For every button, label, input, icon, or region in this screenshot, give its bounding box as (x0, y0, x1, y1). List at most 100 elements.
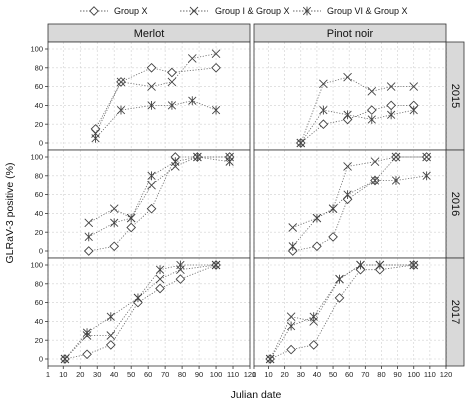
legend-marker (89, 6, 99, 16)
data-point (106, 312, 115, 322)
data-point-shape (167, 101, 177, 110)
data-point-shape (109, 204, 119, 214)
data-point-shape (266, 354, 275, 364)
data-point-shape (312, 241, 322, 252)
data-point (335, 274, 344, 284)
x-tick-label: 20 (76, 370, 84, 379)
panel-pinot-noir-2016 (253, 149, 447, 259)
data-point (225, 157, 234, 167)
x-tick-label: 100 (210, 370, 223, 379)
y-tick-label: 40 (35, 209, 43, 218)
x-tick-label: 120 (244, 370, 257, 379)
y-tick-label: 100 (30, 153, 43, 162)
x-tick-label: 120 (440, 370, 453, 379)
data-point (155, 265, 165, 275)
data-point-shape (155, 265, 165, 275)
data-point (116, 105, 126, 115)
y-tick-label: 0 (39, 247, 43, 256)
data-point (286, 312, 296, 322)
panel-frame (253, 257, 447, 367)
x-tick-label: 40 (110, 370, 118, 379)
panel-background (48, 42, 250, 150)
data-point-shape (147, 171, 156, 181)
data-point-shape (133, 293, 143, 303)
legend-item-2: Group I & Group X (180, 6, 290, 16)
data-point-shape (60, 354, 70, 364)
data-point (147, 171, 156, 181)
data-point-shape (308, 340, 319, 350)
data-point (147, 82, 156, 91)
data-point (211, 49, 221, 59)
y-axis-title: GLRaV-3 positive (%) (4, 163, 16, 264)
x-tick-label: 10 (264, 370, 272, 379)
data-point-shape (318, 119, 329, 130)
x-tick-label: 60 (345, 370, 353, 379)
data-point-shape (175, 274, 186, 284)
data-point-shape (319, 79, 328, 89)
data-point (391, 176, 401, 185)
data-point-shape (286, 312, 296, 322)
data-point (127, 213, 136, 223)
x-axis-title: Julian date (231, 389, 282, 401)
y-tick-label: 100 (30, 261, 43, 270)
data-point-shape (176, 260, 185, 270)
data-point-shape (286, 321, 296, 331)
data-point-shape (155, 274, 165, 284)
data-point (334, 293, 345, 303)
x-tick-label: 30 (297, 370, 305, 379)
data-point (187, 54, 197, 63)
data-point-shape (211, 260, 221, 270)
data-point (386, 82, 396, 91)
panel-frame (47, 257, 251, 367)
x-tick-label: 80 (178, 370, 186, 379)
data-point-shape (286, 344, 296, 355)
data-point (167, 67, 177, 78)
data-point (356, 260, 365, 270)
y-tick-label: 80 (35, 63, 43, 72)
data-point (343, 110, 352, 120)
data-point-shape (147, 101, 156, 110)
row-strip: 2015 (445, 41, 465, 151)
data-point (106, 331, 116, 340)
x-axis: 1 10 20 30 40 50 60 70 80 90 100 110 120 (252, 366, 452, 379)
data-point (84, 218, 94, 228)
data-point (370, 176, 380, 185)
column-strip: Merlot (47, 23, 251, 43)
data-point-shape (106, 312, 115, 322)
data-point-shape (409, 105, 418, 115)
data-point-shape (422, 171, 431, 181)
data-point-shape (288, 223, 298, 232)
series-line (95, 53, 217, 134)
data-point (387, 110, 396, 120)
x-tick-label: 90 (195, 370, 203, 379)
strip-label: Merlot (134, 28, 165, 40)
data-point (126, 222, 137, 233)
data-point (328, 204, 338, 214)
data-point-shape (343, 190, 352, 199)
data-point-shape (110, 218, 119, 228)
data-point-shape (187, 54, 197, 63)
y-tick-label: 20 (35, 336, 43, 345)
data-point (109, 204, 119, 214)
series-3 (288, 171, 431, 251)
data-point-shape (370, 176, 380, 185)
data-point (308, 340, 319, 350)
data-point-shape (171, 157, 180, 167)
legend-label: Group X (114, 6, 148, 16)
y-axis: 0 20 40 60 80 100 (30, 153, 48, 256)
data-point-shape (193, 152, 202, 162)
x-tick-label: 80 (377, 370, 385, 379)
y-tick-label: 20 (35, 228, 43, 237)
data-point-shape (312, 213, 322, 223)
data-point (109, 241, 120, 252)
data-point (188, 96, 197, 106)
data-point-shape (335, 274, 344, 284)
x-tick-label: 50 (329, 370, 337, 379)
data-point-shape (116, 105, 126, 115)
y-tick-label: 40 (35, 317, 43, 326)
y-axis: 0 20 40 60 80 100 (30, 261, 48, 364)
panel-pinot-noir-2015 (253, 41, 447, 151)
y-tick-label: 60 (35, 190, 43, 199)
data-point (409, 260, 418, 270)
